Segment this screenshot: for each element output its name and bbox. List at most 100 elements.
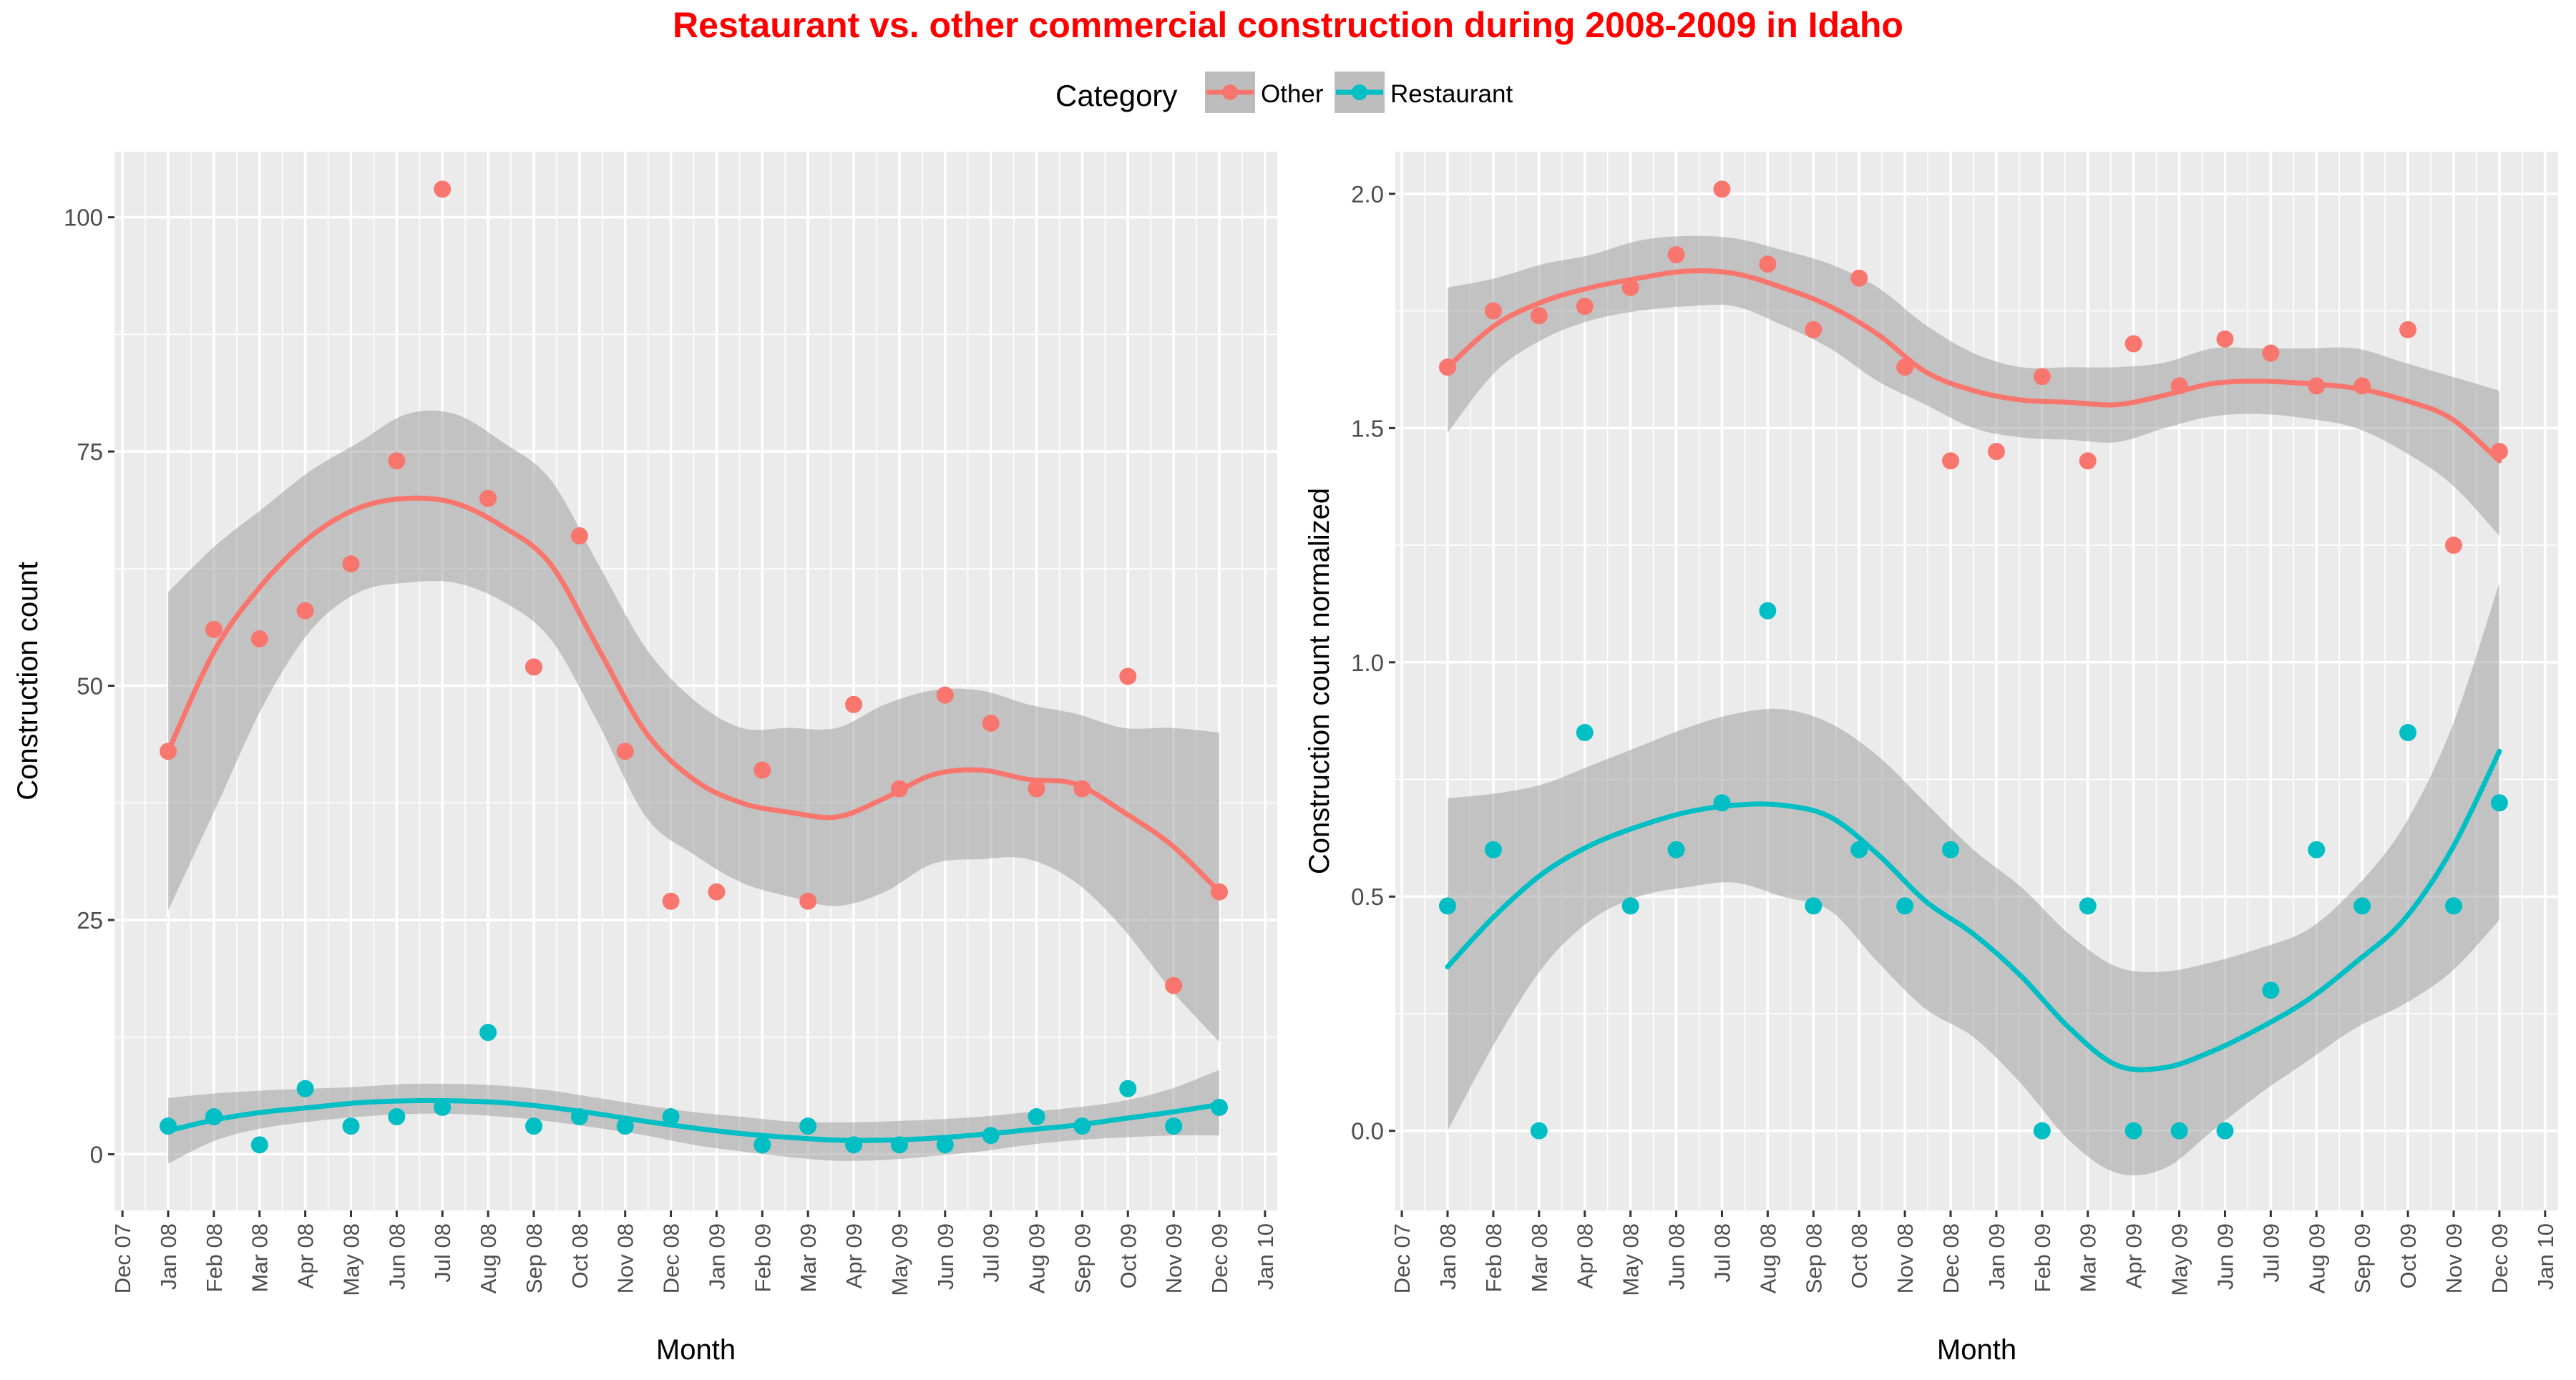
data-point-restaurant — [1896, 897, 1914, 915]
x-tick-label: Oct 08 — [1847, 1223, 1872, 1288]
data-point-restaurant — [2399, 724, 2417, 742]
data-point-restaurant — [2079, 897, 2097, 915]
x-tick-label: Jan 09 — [1984, 1223, 2009, 1290]
data-point-restaurant — [2262, 982, 2280, 999]
data-point-restaurant — [1850, 841, 1868, 858]
data-point-other — [2353, 377, 2371, 395]
legend-point-restaurant — [1352, 84, 1367, 100]
smooth-line-other — [165, 495, 1222, 895]
data-point-restaurant — [845, 1136, 863, 1154]
chart-title: Restaurant vs. other commercial construc… — [673, 5, 1903, 45]
x-tick-label: Jun 08 — [384, 1223, 409, 1290]
data-point-other — [525, 658, 542, 676]
data-point-other — [890, 780, 908, 798]
y-tick-label: 2.0 — [1351, 181, 1384, 207]
data-point-other — [570, 527, 588, 544]
x-tick-label: May 09 — [887, 1223, 912, 1296]
data-point-restaurant — [342, 1117, 360, 1135]
x-tick-label: Apr 09 — [841, 1223, 867, 1288]
x-tick-label: Jun 08 — [1664, 1223, 1689, 1290]
y-axis-title: Construction count normalized — [1304, 488, 1335, 874]
data-point-restaurant — [2216, 1122, 2234, 1140]
data-point-other — [479, 489, 497, 507]
data-point-other — [1713, 180, 1731, 198]
data-point-restaurant — [388, 1108, 406, 1126]
data-point-other — [1211, 883, 1229, 901]
legend-label-restaurant: Restaurant — [1390, 80, 1513, 108]
data-point-restaurant — [2308, 841, 2326, 858]
x-tick-label: Nov 08 — [613, 1223, 638, 1293]
data-point-restaurant — [1073, 1117, 1091, 1135]
confidence-band-other — [1448, 235, 2499, 536]
y-tick-label: 100 — [64, 205, 103, 231]
x-tick-label: Mar 09 — [2076, 1223, 2101, 1292]
data-point-other — [1484, 302, 1502, 320]
data-point-other — [1759, 255, 1777, 273]
confidence-band-restaurant — [168, 1070, 1220, 1164]
data-point-other — [1805, 320, 1823, 338]
data-point-other — [616, 743, 634, 760]
x-tick-label: Sep 08 — [1801, 1223, 1826, 1293]
data-point-other — [160, 743, 177, 760]
x-tick-label: Feb 08 — [202, 1223, 227, 1293]
x-tick-label: Dec 09 — [2487, 1223, 2512, 1293]
data-point-restaurant — [2353, 897, 2371, 915]
data-point-other — [2124, 335, 2142, 353]
data-point-other — [1896, 358, 1914, 376]
confidence-band-other — [168, 410, 1220, 1042]
data-point-restaurant — [1713, 794, 1731, 812]
x-tick-label: Jan 08 — [1435, 1223, 1460, 1290]
data-point-restaurant — [890, 1136, 908, 1154]
data-point-other — [2308, 377, 2326, 395]
data-point-other — [1073, 780, 1091, 798]
data-point-restaurant — [662, 1108, 680, 1126]
panel-normalized: 0.0 0.5 1.0 1.5 2.0 Dec 07 Jan 08 Feb 08 Mar 08 A… — [1304, 152, 2558, 1366]
x-tick-label: Aug 08 — [476, 1223, 501, 1293]
smooth-line-restaurant — [165, 1097, 1222, 1143]
legend-point-other — [1222, 84, 1238, 100]
x-tick-label: Jan 09 — [704, 1223, 729, 1290]
x-tick-label: May 08 — [338, 1223, 364, 1296]
x-tick-label: Sep 08 — [522, 1223, 547, 1293]
data-point-restaurant — [2490, 794, 2508, 812]
data-point-other — [2170, 377, 2188, 395]
data-point-restaurant — [799, 1117, 817, 1135]
data-point-restaurant — [570, 1108, 588, 1126]
y-tick-label: 75 — [77, 439, 103, 465]
x-tick-label: Apr 08 — [293, 1223, 318, 1288]
x-tick-label: Aug 09 — [1025, 1223, 1050, 1293]
data-point-restaurant — [2033, 1122, 2051, 1140]
data-point-other — [2490, 443, 2508, 461]
x-axis-title: Month — [656, 1334, 736, 1366]
data-point-other — [388, 452, 406, 470]
confidence-band-restaurant — [1448, 582, 2499, 1176]
data-point-restaurant — [1028, 1108, 1045, 1126]
data-point-other — [1621, 278, 1639, 296]
panel-count: 0 25 50 75 100 Dec 07 Jan 08 Feb 08 Mar 08 Apr 08… — [12, 152, 1278, 1366]
x-tick-label: Aug 08 — [1755, 1223, 1780, 1293]
data-point-other — [708, 883, 726, 901]
data-point-other — [2399, 320, 2417, 338]
x-tick-label: Jul 09 — [2258, 1223, 2283, 1283]
y-tick-label: 0.5 — [1351, 884, 1384, 910]
x-tick-label: Jan 08 — [156, 1223, 181, 1290]
legend-label-other: Other — [1261, 80, 1324, 108]
data-point-other — [1850, 269, 1868, 287]
panel-background — [114, 152, 1277, 1210]
x-tick-label: Apr 09 — [2122, 1223, 2147, 1288]
data-point-restaurant — [479, 1024, 497, 1042]
x-tick-label: Mar 08 — [248, 1223, 273, 1292]
x-tick-label: Mar 09 — [796, 1223, 821, 1292]
data-point-restaurant — [250, 1136, 268, 1154]
data-point-restaurant — [2124, 1122, 2142, 1140]
x-tick-label: Dec 09 — [1207, 1223, 1232, 1293]
x-tick-label: Dec 07 — [1390, 1223, 1415, 1293]
legend-title: Category — [1055, 79, 1177, 112]
x-tick-label: Jul 09 — [979, 1223, 1004, 1283]
data-point-restaurant — [1211, 1098, 1229, 1116]
data-point-restaurant — [1530, 1122, 1548, 1140]
x-tick-label: Aug 09 — [2304, 1223, 2329, 1293]
data-point-restaurant — [160, 1117, 177, 1135]
data-point-restaurant — [616, 1117, 634, 1135]
data-point-other — [205, 620, 223, 638]
